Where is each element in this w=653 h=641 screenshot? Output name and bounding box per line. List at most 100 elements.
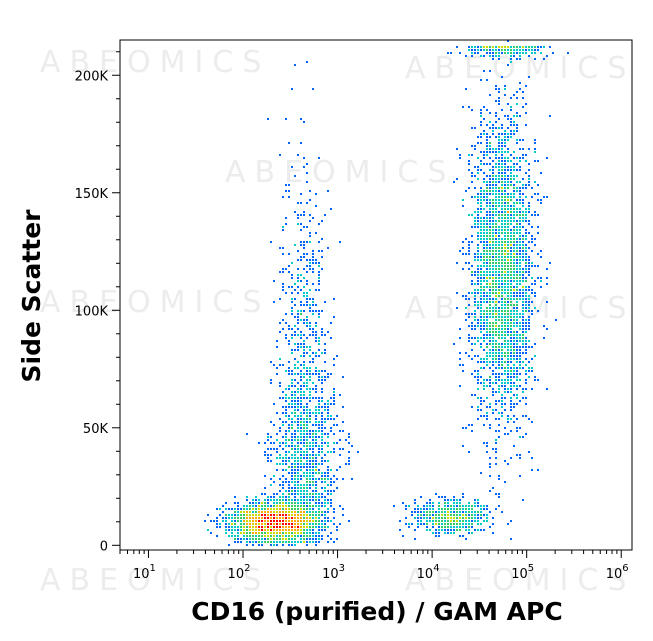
data-point [321, 457, 323, 459]
data-point [516, 427, 518, 429]
data-point [249, 532, 251, 534]
data-point [489, 193, 491, 195]
data-point [450, 511, 452, 513]
data-point [519, 274, 521, 276]
data-point [336, 478, 338, 480]
data-point [285, 433, 287, 435]
data-point [231, 535, 233, 537]
data-point [309, 388, 311, 390]
data-point [486, 232, 488, 234]
data-point [504, 460, 506, 462]
data-point [309, 478, 311, 480]
data-point [306, 466, 308, 468]
data-point [276, 499, 278, 501]
data-point [510, 106, 512, 108]
data-point [513, 262, 515, 264]
data-point [492, 46, 494, 48]
data-point [306, 496, 308, 498]
data-point [222, 517, 224, 519]
data-point [477, 397, 479, 399]
data-point [504, 211, 506, 213]
data-point [321, 463, 323, 465]
data-point [504, 385, 506, 387]
data-point [516, 307, 518, 309]
data-point [345, 439, 347, 441]
data-point [321, 442, 323, 444]
data-point [531, 241, 533, 243]
data-point [291, 385, 293, 387]
data-point [405, 523, 407, 525]
data-point [504, 232, 506, 234]
data-point [297, 373, 299, 375]
data-point [279, 364, 281, 366]
data-point [315, 445, 317, 447]
data-point [282, 253, 284, 255]
data-point [462, 517, 464, 519]
data-point [288, 493, 290, 495]
data-point [510, 259, 512, 261]
data-point [492, 151, 494, 153]
data-point [495, 361, 497, 363]
data-point [306, 478, 308, 480]
data-point [495, 382, 497, 384]
data-point [480, 208, 482, 210]
data-point [516, 373, 518, 375]
data-point [498, 46, 500, 48]
data-point [495, 439, 497, 441]
data-point [306, 481, 308, 483]
data-point [501, 343, 503, 345]
data-point [504, 307, 506, 309]
data-point [426, 523, 428, 525]
data-point [474, 46, 476, 48]
data-point [243, 520, 245, 522]
data-point [519, 169, 521, 171]
data-point [315, 436, 317, 438]
data-point [498, 91, 500, 93]
data-point [477, 235, 479, 237]
data-point [513, 394, 515, 396]
data-point [444, 505, 446, 507]
data-point [300, 397, 302, 399]
data-point [300, 223, 302, 225]
data-point [240, 529, 242, 531]
data-point [450, 523, 452, 525]
data-point [492, 175, 494, 177]
data-point [294, 529, 296, 531]
data-point [510, 355, 512, 357]
data-point [336, 442, 338, 444]
data-point [303, 418, 305, 420]
data-point [312, 505, 314, 507]
data-point [510, 313, 512, 315]
data-point [315, 469, 317, 471]
data-point [303, 421, 305, 423]
data-point [483, 385, 485, 387]
data-point [519, 256, 521, 258]
data-point [261, 544, 263, 546]
data-point [510, 277, 512, 279]
data-point [471, 280, 473, 282]
data-point [510, 205, 512, 207]
data-point [246, 538, 248, 540]
data-point [465, 523, 467, 525]
data-point [501, 295, 503, 297]
data-point [516, 157, 518, 159]
data-point [498, 247, 500, 249]
data-point [480, 223, 482, 225]
data-point [531, 388, 533, 390]
data-point [486, 154, 488, 156]
data-point [444, 517, 446, 519]
data-point [489, 367, 491, 369]
data-point [288, 499, 290, 501]
data-point [276, 517, 278, 519]
data-point [315, 289, 317, 291]
data-point [486, 310, 488, 312]
data-point [471, 325, 473, 327]
data-point [483, 325, 485, 327]
data-point [483, 277, 485, 279]
data-point [315, 454, 317, 456]
data-point [519, 157, 521, 159]
data-point [432, 523, 434, 525]
data-point [300, 280, 302, 282]
data-point [504, 274, 506, 276]
data-point [510, 382, 512, 384]
